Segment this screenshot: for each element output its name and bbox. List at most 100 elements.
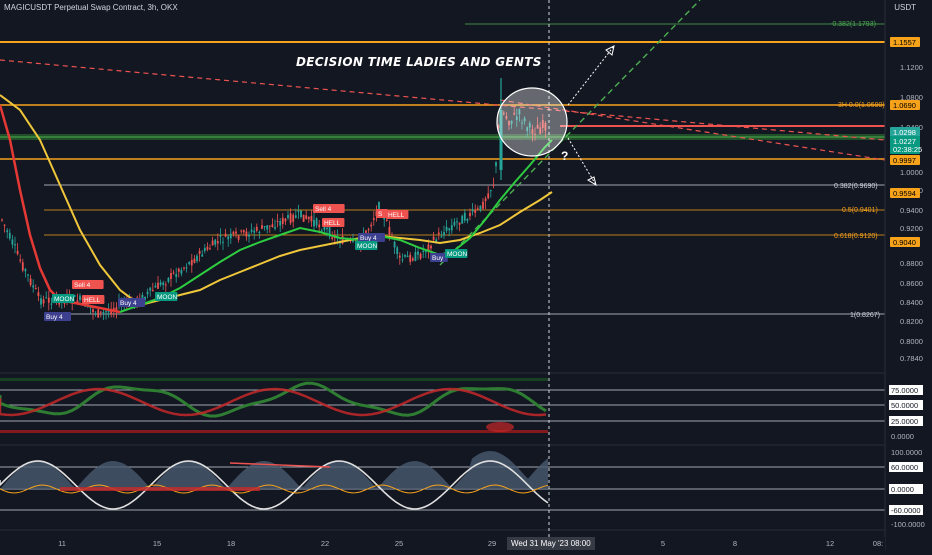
candlestick-series[interactable] bbox=[1, 78, 547, 320]
signal-badge[interactable] bbox=[155, 292, 178, 301]
candle-body[interactable] bbox=[323, 226, 326, 231]
candle-body[interactable] bbox=[492, 184, 495, 186]
price-pane[interactable] bbox=[0, 0, 885, 372]
signal-badge[interactable] bbox=[430, 253, 448, 262]
candle-body[interactable] bbox=[170, 273, 172, 279]
candle-body[interactable] bbox=[497, 125, 500, 128]
candle-body[interactable] bbox=[151, 289, 154, 291]
signal-badge[interactable] bbox=[386, 210, 409, 219]
candle-body[interactable] bbox=[422, 250, 425, 252]
candle-body[interactable] bbox=[396, 247, 399, 254]
price-axis-panel[interactable] bbox=[885, 0, 932, 550]
candle-body[interactable] bbox=[521, 122, 523, 124]
candle-body[interactable] bbox=[229, 233, 232, 239]
candle-body[interactable] bbox=[302, 214, 305, 222]
candle-body[interactable] bbox=[534, 133, 536, 135]
candle-body[interactable] bbox=[201, 254, 204, 257]
candle-body[interactable] bbox=[435, 239, 438, 243]
candle-body[interactable] bbox=[177, 268, 180, 272]
candle-body[interactable] bbox=[154, 285, 157, 288]
signal-badge[interactable] bbox=[72, 280, 104, 289]
candle-body[interactable] bbox=[365, 230, 367, 233]
candle-body[interactable] bbox=[448, 228, 451, 231]
candle-body[interactable] bbox=[482, 201, 484, 209]
candle-body[interactable] bbox=[474, 209, 477, 213]
candle-body[interactable] bbox=[341, 236, 344, 244]
candle-body[interactable] bbox=[167, 277, 170, 282]
candle-body[interactable] bbox=[102, 312, 105, 314]
candle-body[interactable] bbox=[411, 258, 414, 261]
candle-body[interactable] bbox=[430, 245, 432, 249]
red-moving-average[interactable] bbox=[0, 104, 121, 314]
signal-badge[interactable] bbox=[322, 218, 345, 227]
candle-body[interactable] bbox=[8, 232, 11, 239]
candle-body[interactable] bbox=[157, 282, 159, 289]
candle-body[interactable] bbox=[214, 239, 217, 245]
candle-body[interactable] bbox=[3, 224, 6, 226]
osc1-wave[interactable] bbox=[0, 381, 547, 418]
candle-body[interactable] bbox=[484, 198, 487, 202]
candle-body[interactable] bbox=[489, 190, 492, 192]
candle-body[interactable] bbox=[79, 295, 81, 300]
candle-body[interactable] bbox=[479, 205, 482, 211]
candle-body[interactable] bbox=[499, 110, 503, 170]
symbol-title[interactable]: MAGICUSDT Perpetual Swap Contract, 3h, O… bbox=[4, 3, 178, 12]
candle-body[interactable] bbox=[456, 221, 458, 223]
candle-body[interactable] bbox=[164, 284, 167, 286]
candle-body[interactable] bbox=[463, 212, 466, 221]
candle-body[interactable] bbox=[450, 225, 453, 231]
candle-body[interactable] bbox=[385, 219, 388, 221]
highlight-circle[interactable] bbox=[496, 87, 568, 157]
candle-body[interactable] bbox=[372, 218, 375, 220]
candle-body[interactable] bbox=[469, 212, 471, 217]
candle-body[interactable] bbox=[40, 298, 42, 305]
osc2-divergence[interactable] bbox=[229, 462, 331, 468]
candle-body[interactable] bbox=[21, 262, 24, 271]
candle-body[interactable] bbox=[437, 232, 440, 235]
candle-body[interactable] bbox=[271, 224, 274, 228]
candle-body[interactable] bbox=[536, 124, 539, 129]
candle-body[interactable] bbox=[144, 296, 146, 301]
candle-body[interactable] bbox=[11, 239, 14, 245]
candle-body[interactable] bbox=[539, 127, 542, 134]
candle-body[interactable] bbox=[518, 109, 521, 115]
oscillator-2[interactable] bbox=[0, 451, 885, 511]
candle-body[interactable] bbox=[320, 230, 323, 232]
bear-arrow-head[interactable] bbox=[586, 176, 597, 187]
candle-body[interactable] bbox=[16, 250, 19, 255]
candle-body[interactable] bbox=[224, 233, 227, 237]
candle-body[interactable] bbox=[1, 219, 3, 221]
candle-body[interactable] bbox=[99, 311, 102, 313]
candle-body[interactable] bbox=[149, 287, 152, 291]
candle-body[interactable] bbox=[318, 224, 321, 228]
candle-body[interactable] bbox=[544, 122, 547, 131]
candle-body[interactable] bbox=[227, 236, 230, 240]
osc1-wave[interactable] bbox=[0, 387, 547, 417]
candle-body[interactable] bbox=[292, 214, 295, 222]
candle-body[interactable] bbox=[378, 202, 380, 212]
candle-body[interactable] bbox=[172, 272, 175, 274]
candle-body[interactable] bbox=[73, 295, 76, 297]
candle-body[interactable] bbox=[216, 240, 219, 244]
candle-body[interactable] bbox=[206, 246, 209, 250]
candle-body[interactable] bbox=[487, 193, 490, 199]
candle-body[interactable] bbox=[162, 282, 165, 285]
candle-body[interactable] bbox=[198, 250, 201, 254]
candle-body[interactable] bbox=[237, 235, 240, 240]
candle-body[interactable] bbox=[458, 222, 461, 225]
signal-badge[interactable] bbox=[313, 204, 345, 213]
bull-arrow[interactable] bbox=[567, 45, 615, 106]
signal-badge[interactable] bbox=[118, 298, 145, 307]
signal-badge[interactable] bbox=[376, 209, 388, 218]
candle-body[interactable] bbox=[6, 230, 9, 233]
candle-body[interactable] bbox=[313, 220, 315, 227]
osc2-wave[interactable] bbox=[0, 460, 549, 510]
candle-body[interactable] bbox=[284, 218, 287, 222]
candle-body[interactable] bbox=[180, 270, 183, 274]
candle-body[interactable] bbox=[14, 244, 16, 246]
candle-body[interactable] bbox=[203, 247, 206, 252]
candle-body[interactable] bbox=[258, 232, 261, 234]
candle-body[interactable] bbox=[248, 234, 250, 237]
candle-body[interactable] bbox=[440, 236, 443, 238]
